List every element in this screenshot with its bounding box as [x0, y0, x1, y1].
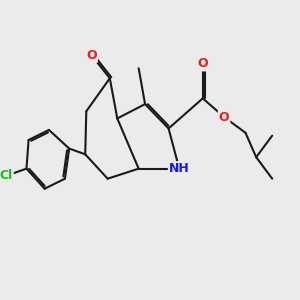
Text: NH: NH [169, 162, 190, 175]
Text: O: O [219, 110, 230, 124]
Text: O: O [197, 58, 208, 70]
Text: Cl: Cl [0, 169, 13, 182]
Text: O: O [86, 49, 97, 62]
